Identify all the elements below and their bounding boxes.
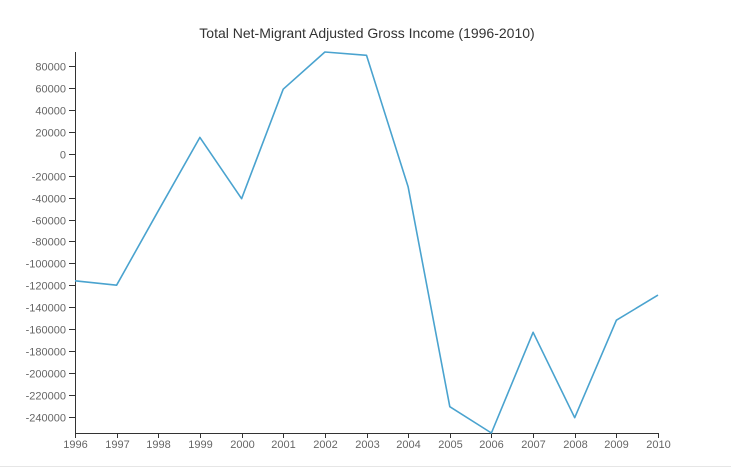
y-tick-label: 60000 (35, 84, 66, 96)
y-tick-label: -240000 (26, 413, 66, 425)
x-tick-label: 2001 (271, 439, 295, 451)
y-tick-label: -200000 (26, 369, 66, 381)
data-point[interactable] (613, 317, 619, 323)
y-tick-label: -180000 (26, 347, 66, 359)
x-tick-label: 1996 (63, 439, 87, 451)
y-tick-label: -160000 (26, 325, 66, 337)
y-tick-label: -100000 (26, 259, 66, 271)
y-tick-label: 0 (60, 150, 66, 162)
y-tick-label: -220000 (26, 391, 66, 403)
x-tick-label: 1998 (146, 439, 170, 451)
x-tick-label: 2000 (230, 439, 254, 451)
data-point[interactable] (239, 196, 245, 202)
y-tick-label: 40000 (35, 106, 66, 118)
data-point[interactable] (364, 52, 370, 58)
chart-title: Total Net-Migrant Adjusted Gross Income … (199, 25, 534, 41)
y-tick-label: -60000 (32, 216, 66, 228)
data-point[interactable] (405, 184, 411, 190)
y-tick-label: -120000 (26, 281, 66, 293)
y-tick-label: -80000 (32, 237, 66, 249)
data-point[interactable] (655, 292, 661, 298)
y-tick-label: 80000 (35, 62, 66, 74)
series-group (72, 49, 661, 436)
data-point[interactable] (197, 134, 203, 140)
x-axis: 1996 1997 1998 1999 2000 2001 2002 2003 2004 2005… (63, 433, 671, 451)
x-tick-label: 1999 (188, 439, 212, 451)
x-tick-label: 2007 (521, 439, 545, 451)
data-point[interactable] (322, 49, 328, 55)
x-tick-label: 2008 (563, 439, 587, 451)
data-point[interactable] (155, 208, 161, 214)
data-point[interactable] (72, 278, 78, 284)
x-tick-label: 2002 (313, 439, 337, 451)
x-tick-label: 2003 (355, 439, 379, 451)
y-tick-label: -40000 (32, 194, 66, 206)
data-point[interactable] (572, 415, 578, 421)
x-tick-label: 2005 (438, 439, 462, 451)
data-point[interactable] (447, 404, 453, 410)
x-tick-label: 1997 (105, 439, 129, 451)
x-tick-label: 2004 (396, 439, 420, 451)
data-point[interactable] (114, 282, 120, 288)
y-tick-label: -140000 (26, 303, 66, 315)
series-line (74, 51, 659, 434)
x-tick-label: 2009 (604, 439, 628, 451)
data-point[interactable] (488, 430, 494, 436)
x-tick-label: 2010 (646, 439, 670, 451)
y-tick-label: 20000 (35, 128, 66, 140)
data-point[interactable] (280, 86, 286, 92)
x-tick-label: 2006 (479, 439, 503, 451)
y-tick-label: -20000 (32, 172, 66, 184)
y-axis: 80000 60000 40000 20000 0 -20000 -40000 -60000 -… (26, 52, 76, 433)
data-point[interactable] (530, 329, 536, 335)
